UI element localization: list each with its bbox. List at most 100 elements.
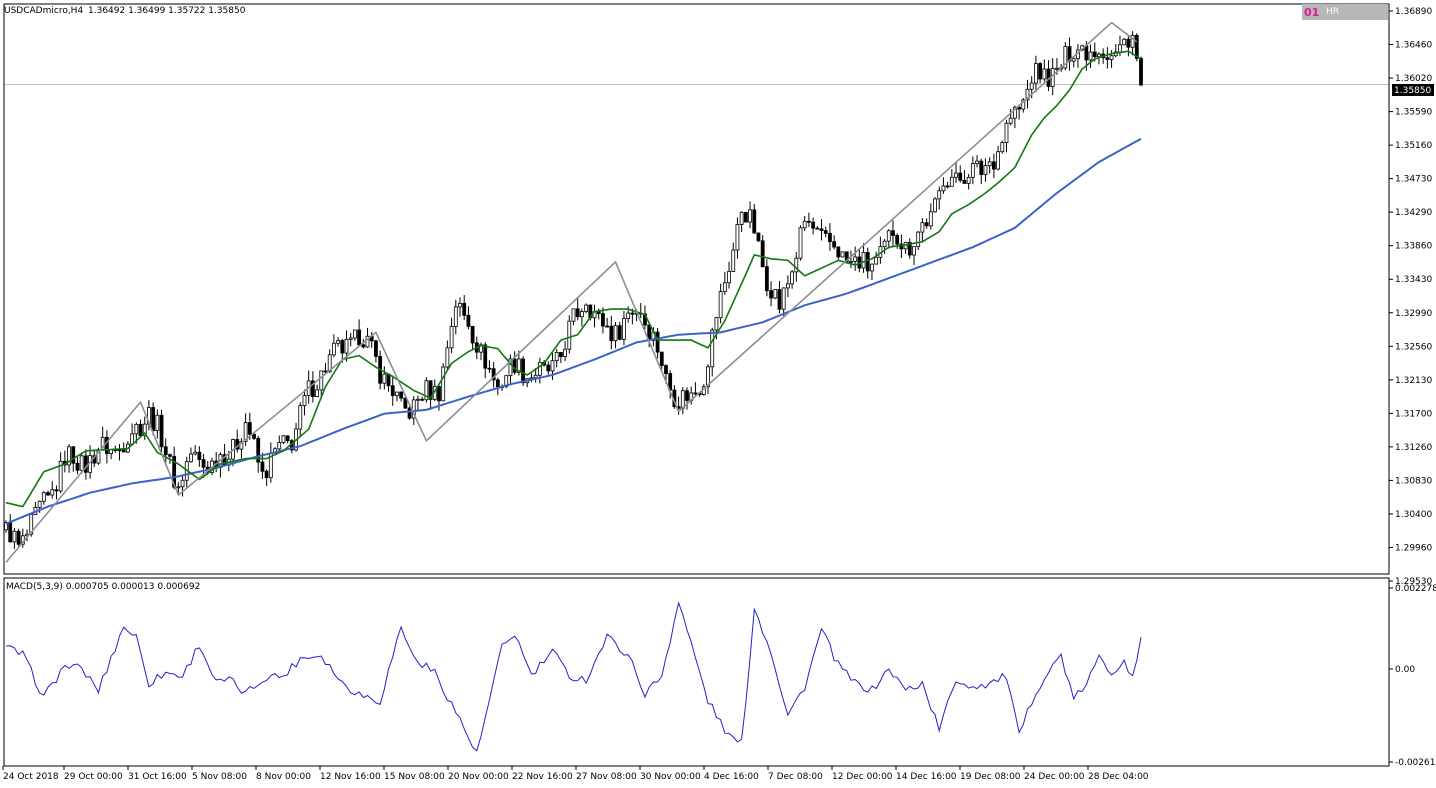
candle[interactable] [760,235,765,268]
candle[interactable] [142,416,147,440]
candle[interactable] [912,246,916,266]
candle[interactable] [764,259,769,297]
candle[interactable] [399,391,404,402]
candle[interactable] [1025,79,1030,109]
candle[interactable] [277,435,282,451]
candle[interactable] [1126,36,1131,57]
candle[interactable] [945,181,950,189]
candle[interactable] [991,153,996,178]
candle[interactable] [75,457,80,475]
candle[interactable] [731,242,736,273]
candle[interactable] [12,528,17,549]
candle[interactable] [1063,42,1068,71]
candle[interactable] [1008,108,1013,126]
candle[interactable] [336,337,340,347]
candle[interactable] [331,334,336,358]
candle[interactable] [567,315,572,354]
candle[interactable] [46,490,50,496]
candle[interactable] [256,436,261,473]
candle[interactable] [121,442,126,453]
corner-badge[interactable] [1302,4,1388,20]
candle[interactable] [916,230,921,251]
candle[interactable] [470,325,475,350]
candle[interactable] [710,327,715,377]
candle[interactable] [159,409,164,455]
candle[interactable] [466,306,471,330]
candle[interactable] [584,303,589,314]
candle[interactable] [491,361,496,388]
candle[interactable] [823,226,828,238]
candle[interactable] [340,338,345,363]
candle[interactable] [348,332,353,347]
candle[interactable] [1021,98,1026,113]
candle[interactable] [298,402,303,438]
candle[interactable] [546,361,551,375]
candle[interactable] [819,219,824,241]
candle[interactable] [495,377,500,396]
candle[interactable] [453,299,458,335]
candle[interactable] [374,339,378,363]
candle[interactable] [424,377,429,403]
candle[interactable] [302,389,307,416]
candle[interactable] [16,528,21,547]
main-panel[interactable] [4,21,1389,563]
candle[interactable] [441,363,446,402]
candle[interactable] [54,485,59,500]
candle[interactable] [357,319,362,346]
candle[interactable] [458,297,462,317]
candle[interactable] [50,481,55,499]
candle[interactable] [104,430,109,464]
candle[interactable] [899,234,904,259]
candle[interactable] [428,380,433,410]
candle[interactable] [861,243,866,273]
candle[interactable] [449,317,454,354]
candle[interactable] [155,409,160,439]
candle[interactable] [798,225,803,261]
candle[interactable] [172,446,177,490]
candle[interactable] [815,226,820,230]
candle[interactable] [1038,62,1043,84]
candle[interactable] [811,217,816,235]
candle[interactable] [735,217,740,259]
candle[interactable] [508,354,513,386]
candle[interactable] [870,263,874,281]
candle[interactable] [420,396,425,402]
candle[interactable] [907,238,912,259]
candle[interactable] [176,482,181,495]
candle[interactable] [970,156,975,185]
candle[interactable] [601,307,605,334]
candle[interactable] [781,287,786,316]
candle[interactable] [1000,140,1005,154]
candle[interactable] [937,186,942,210]
candle[interactable] [928,203,933,230]
candle[interactable] [1122,37,1127,46]
candle[interactable] [1034,55,1038,93]
candle[interactable] [743,211,748,223]
candle[interactable] [832,235,837,250]
candle[interactable] [794,252,799,282]
candle[interactable] [706,364,710,395]
candle[interactable] [966,174,971,190]
candle[interactable] [849,250,853,269]
candle[interactable] [151,402,156,436]
candle[interactable] [807,212,811,227]
candle[interactable] [197,446,202,467]
candle[interactable] [920,218,925,243]
candle[interactable] [1042,59,1047,82]
candle[interactable] [1105,47,1110,69]
candle[interactable] [933,197,937,213]
candle[interactable] [193,445,198,456]
candle[interactable] [983,158,988,182]
candle[interactable] [802,215,807,232]
candle[interactable] [554,349,559,368]
candle[interactable] [958,165,963,183]
candle[interactable] [924,218,929,229]
candle[interactable] [655,327,660,359]
candle[interactable] [382,366,387,390]
candle[interactable] [512,351,517,375]
candle[interactable] [403,396,408,410]
candle[interactable] [722,271,727,295]
candle[interactable] [790,269,794,289]
candle[interactable] [828,223,832,251]
